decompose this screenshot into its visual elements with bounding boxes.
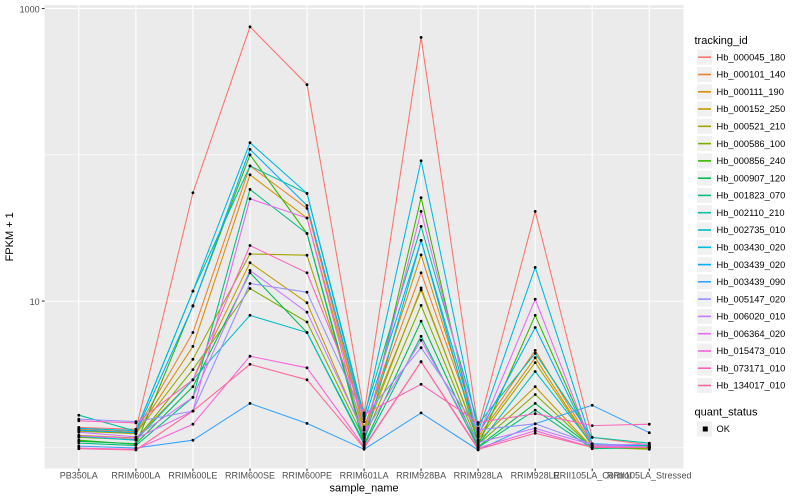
svg-text:Hb_002110_210: Hb_002110_210	[717, 208, 785, 218]
svg-text:Hb_000045_180: Hb_000045_180	[717, 52, 786, 62]
svg-text:Hb_000521_210: Hb_000521_210	[717, 122, 786, 132]
svg-text:Hb_003439_090: Hb_003439_090	[717, 277, 786, 287]
svg-text:RRIM600SE: RRIM600SE	[225, 471, 275, 481]
svg-text:Hb_015473_010: Hb_015473_010	[717, 346, 786, 356]
svg-text:FPKM + 1: FPKM + 1	[4, 212, 16, 261]
svg-text:sample_name: sample_name	[330, 483, 399, 495]
svg-text:tracking_id: tracking_id	[695, 35, 748, 47]
svg-text:RRIM600LA: RRIM600LA	[111, 471, 160, 481]
svg-text:RRIM600LE: RRIM600LE	[168, 471, 217, 481]
svg-text:RRIM600PE: RRIM600PE	[282, 471, 332, 481]
svg-text:RRIM928LE: RRIM928LE	[511, 471, 560, 481]
svg-text:RRIM928LA: RRIM928LA	[454, 471, 503, 481]
svg-text:Hb_005147_020: Hb_005147_020	[717, 294, 786, 304]
svg-text:Hb_002735_010: Hb_002735_010	[717, 225, 786, 235]
svg-text:RRIM601LA: RRIM601LA	[340, 471, 389, 481]
svg-text:PB350LA: PB350LA	[60, 471, 98, 481]
svg-text:RRII105LA_Stressed: RRII105LA_Stressed	[607, 471, 692, 481]
svg-text:Hb_001823_070: Hb_001823_070	[717, 191, 786, 201]
svg-text:Hb_134017_010: Hb_134017_010	[717, 381, 786, 391]
svg-text:Hb_006364_020: Hb_006364_020	[717, 329, 786, 339]
svg-text:quant_status: quant_status	[695, 407, 758, 419]
svg-text:Hb_003430_020: Hb_003430_020	[717, 243, 786, 253]
svg-text:1000: 1000	[20, 4, 40, 14]
svg-text:Hb_003439_020: Hb_003439_020	[717, 260, 786, 270]
svg-text:Hb_000907_120: Hb_000907_120	[717, 173, 786, 183]
svg-text:Hb_000152_250: Hb_000152_250	[717, 104, 786, 114]
svg-text:Hb_000586_100: Hb_000586_100	[717, 139, 786, 149]
svg-text:RRII105LA_Control: RRII105LA_Control	[553, 471, 631, 481]
svg-text:Hb_006020_010: Hb_006020_010	[717, 312, 786, 322]
svg-text:RRIM928BA: RRIM928BA	[396, 471, 446, 481]
svg-text:Hb_000111_190: Hb_000111_190	[717, 87, 784, 97]
svg-text:Hb_000856_240: Hb_000856_240	[717, 156, 786, 166]
svg-text:Hb_073171_010: Hb_073171_010	[717, 363, 786, 373]
svg-text:OK: OK	[717, 424, 731, 434]
svg-text:10: 10	[30, 297, 40, 307]
svg-text:Hb_000101_140: Hb_000101_140	[717, 70, 786, 80]
